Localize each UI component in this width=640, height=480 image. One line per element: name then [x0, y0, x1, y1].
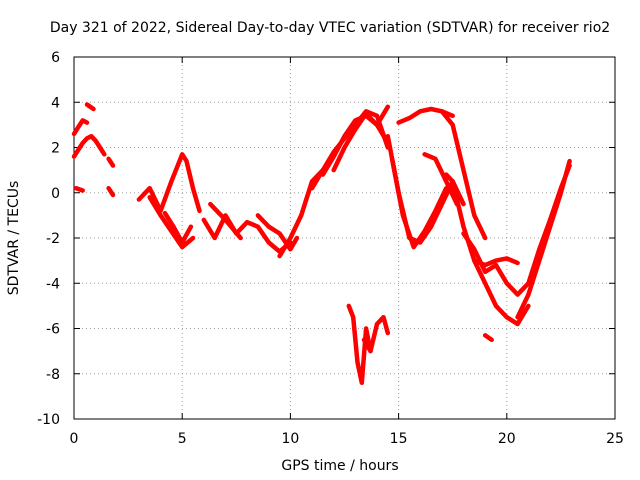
series-line-track-k [208, 201, 243, 241]
series-line-track-w [461, 231, 531, 297]
data-series [71, 102, 572, 386]
series-line-track-x [472, 256, 520, 268]
series-line-track-j [201, 213, 293, 254]
y-tick-label: -6 [46, 322, 60, 338]
series-line-track-f [106, 185, 116, 198]
series-line-track-h [147, 195, 196, 250]
y-tick-label: -2 [46, 231, 60, 247]
x-tick-label: 0 [70, 431, 79, 447]
series-line-track-e [106, 156, 116, 168]
y-axis-ticks: -10 -8 -6 -4 -2 0 2 4 6 [37, 50, 615, 428]
chart-title: Day 321 of 2022, Sidereal Day-to-day VTE… [50, 20, 610, 36]
series-line-track-l [255, 213, 300, 252]
x-tick-label: 15 [390, 431, 408, 447]
series-line-track-r [389, 156, 449, 250]
y-tick-label: 6 [51, 50, 60, 66]
series-line-track-d [73, 185, 85, 193]
series-line-track-aa [526, 163, 572, 286]
series-line-track-y [482, 333, 494, 343]
series-line-track-p [331, 111, 391, 173]
x-tick-label: 5 [178, 431, 187, 447]
x-tick-label: 20 [498, 431, 516, 447]
series-line-track-i [162, 210, 194, 245]
series-line-track-c [84, 102, 96, 112]
series-line-track-a [71, 133, 107, 159]
y-tick-label: -8 [46, 367, 60, 383]
y-tick-label: 2 [51, 141, 60, 157]
x-axis-label: GPS time / hours [281, 458, 398, 474]
x-tick-label: 25 [606, 431, 624, 447]
y-tick-label: -4 [46, 276, 60, 292]
series-line-track-ab [346, 303, 373, 386]
y-axis-label: SDTVAR / TECUs [6, 181, 22, 296]
series-line-track-u [439, 109, 488, 241]
series-line-track-g [136, 152, 202, 214]
series-line-track-ac [361, 314, 391, 354]
series-line-track-t [422, 152, 460, 207]
y-tick-label: 4 [51, 95, 60, 111]
y-tick-label: 0 [51, 186, 60, 202]
series-line-track-v [443, 172, 531, 327]
plot-frame [73, 56, 616, 420]
x-axis-ticks: 0 5 10 15 20 25 [70, 57, 624, 447]
series-line-track-b [71, 118, 90, 137]
series-line-track-m [277, 167, 326, 259]
x-tick-label: 10 [281, 431, 299, 447]
y-tick-label: -10 [37, 412, 60, 428]
grid-lines [74, 57, 615, 419]
